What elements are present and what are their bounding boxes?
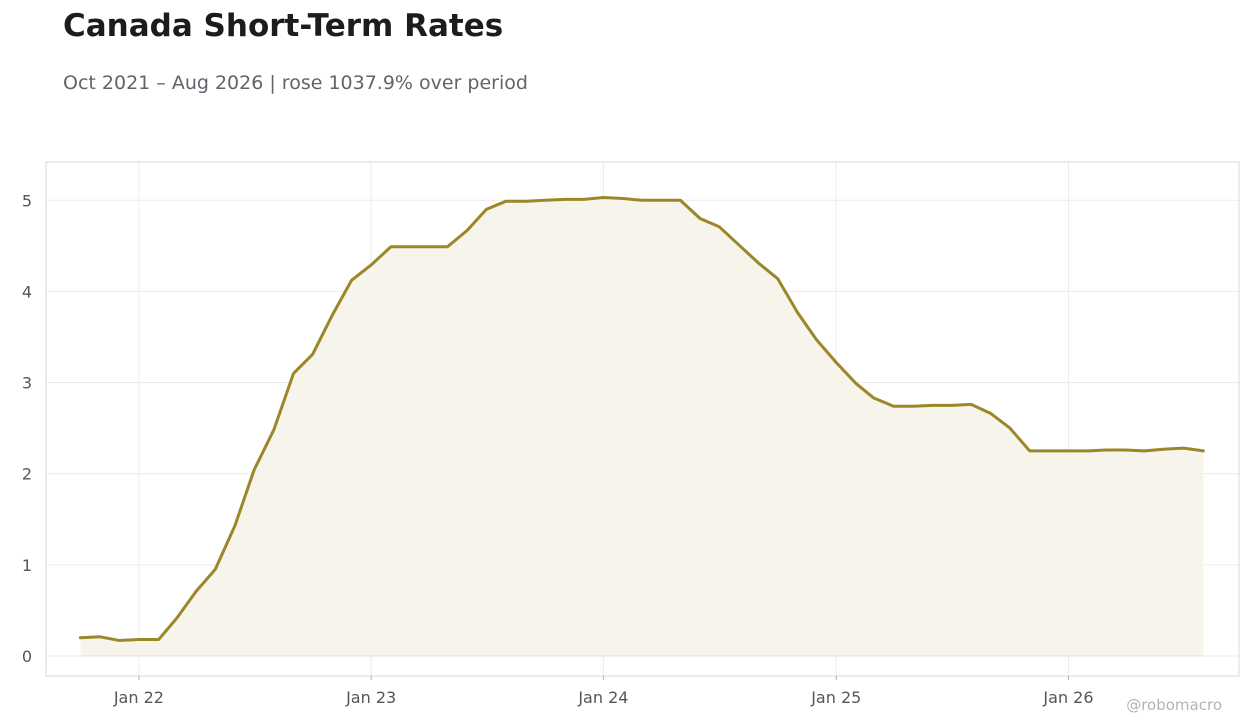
chart-subtitle: Oct 2021 – Aug 2026 | rose 1037.9% over … bbox=[63, 72, 528, 94]
y-tick-label: 2 bbox=[22, 465, 32, 484]
x-tick-label: Jan 26 bbox=[1042, 688, 1093, 707]
x-axis-ticks: Jan 22 Jan 23 Jan 24 Jan 25 Jan 26 bbox=[113, 676, 1094, 707]
y-tick-label: 5 bbox=[22, 191, 32, 210]
y-tick-label: 1 bbox=[22, 556, 32, 575]
y-tick-label: 4 bbox=[22, 282, 32, 301]
y-tick-label: 3 bbox=[22, 374, 32, 393]
chart-title: Canada Short-Term Rates bbox=[63, 8, 504, 44]
x-tick-label: Jan 22 bbox=[113, 688, 164, 707]
x-tick-label: Jan 23 bbox=[345, 688, 396, 707]
y-axis-ticks: 0 1 2 3 4 5 bbox=[22, 191, 32, 666]
series-area bbox=[80, 197, 1204, 656]
plot-frame bbox=[45, 161, 1240, 677]
watermark: @robomacro bbox=[1126, 696, 1222, 714]
series-line bbox=[78, 196, 1205, 642]
y-tick-label: 0 bbox=[22, 647, 32, 666]
x-tick-label: Jan 24 bbox=[577, 688, 628, 707]
x-tick-label: Jan 25 bbox=[810, 688, 861, 707]
